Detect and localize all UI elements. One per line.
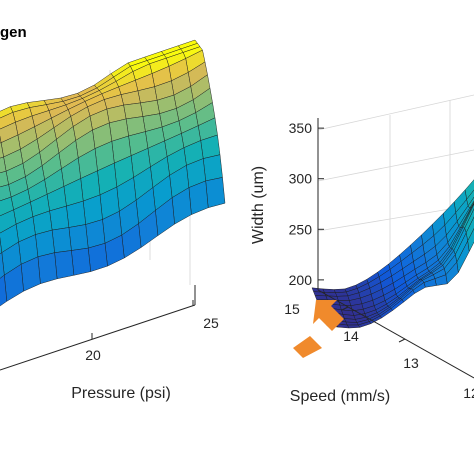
right-z-tick-label: 200	[289, 272, 313, 288]
right-x-tick-label: 13	[403, 355, 419, 371]
left-chart: 20 25 Pressure (psi) gen	[0, 24, 226, 402]
surface-patch	[51, 227, 72, 253]
surface-patch	[335, 291, 349, 297]
left-x-axis	[0, 304, 196, 371]
right-chart: 200 250 300 350 Width (um) 15 14 13 12 Spee…	[250, 94, 474, 405]
right-z-tick-label: 300	[289, 171, 313, 187]
surface-patch	[347, 324, 361, 329]
surface-patch	[68, 224, 89, 251]
right-z-tick-label: 250	[289, 221, 313, 237]
surface-patch	[85, 219, 106, 249]
surface-patch	[37, 252, 58, 284]
arrow-tail	[293, 336, 322, 358]
right-surface	[311, 179, 474, 329]
right-z-tick-label: 350	[289, 120, 313, 136]
left-x-tick-label: 20	[85, 347, 101, 363]
arrow-shape	[313, 300, 344, 331]
surface-patch	[345, 321, 359, 326]
surface-patch	[35, 229, 55, 258]
surface-patch	[71, 247, 91, 276]
highlight-arrow	[293, 300, 344, 358]
right-gridline	[317, 94, 474, 131]
surface-patch	[336, 295, 350, 301]
right-tick-13	[398, 338, 406, 343]
left-x-axis-label: Pressure (psi)	[71, 385, 171, 402]
right-x-tick-label: 12	[463, 385, 474, 401]
right-x-tick-label: 15	[284, 301, 300, 317]
left-x-tick-label: 25	[203, 315, 219, 331]
right-gridline	[317, 149, 474, 182]
surface-patch	[202, 154, 223, 182]
surface-patch	[205, 177, 226, 208]
surface-patch	[54, 250, 75, 280]
right-z-ticks: 200 250 300 350	[289, 120, 324, 288]
right-x-axis	[317, 289, 474, 379]
right-tick-14	[341, 306, 349, 311]
surface-patch	[0, 274, 8, 307]
right-x-tick-label: 14	[343, 328, 359, 344]
right-z-axis-label: Width (um)	[250, 166, 267, 244]
surface-patch	[123, 102, 144, 120]
right-x-axis-label: Speed (mm/s)	[290, 388, 390, 405]
left-surface	[0, 39, 226, 307]
surface-patch	[66, 200, 86, 228]
surface-patch	[87, 243, 108, 272]
left-chart-title: gen	[0, 24, 27, 41]
